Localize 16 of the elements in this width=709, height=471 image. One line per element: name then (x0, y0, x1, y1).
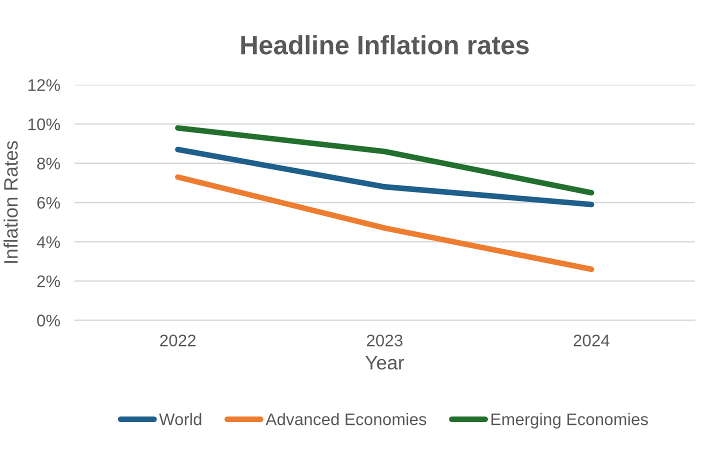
legend-label: World (159, 412, 202, 426)
y-tick-label: 8% (37, 158, 60, 170)
y-tick-label: 10% (28, 118, 60, 130)
x-tick-label: 2024 (574, 334, 610, 346)
y-tick-label: 2% (37, 275, 60, 288)
y-axis-title: Inflation Rates (4, 141, 18, 263)
legend-label: Emerging Economies (492, 412, 648, 429)
y-tick-label: 0% (37, 314, 60, 326)
x-tick-label: 2022 (160, 334, 196, 346)
y-tick-label: 6% (37, 196, 60, 209)
x-axis-title: Year (365, 356, 404, 370)
x-tick-label: 2023 (366, 334, 402, 346)
legend-label: Advanced Economies (266, 412, 426, 426)
chart-title: Headline Inflation rates (241, 35, 529, 54)
y-tick-label: 12% (28, 79, 60, 91)
y-tick-label: 4% (36, 236, 60, 248)
